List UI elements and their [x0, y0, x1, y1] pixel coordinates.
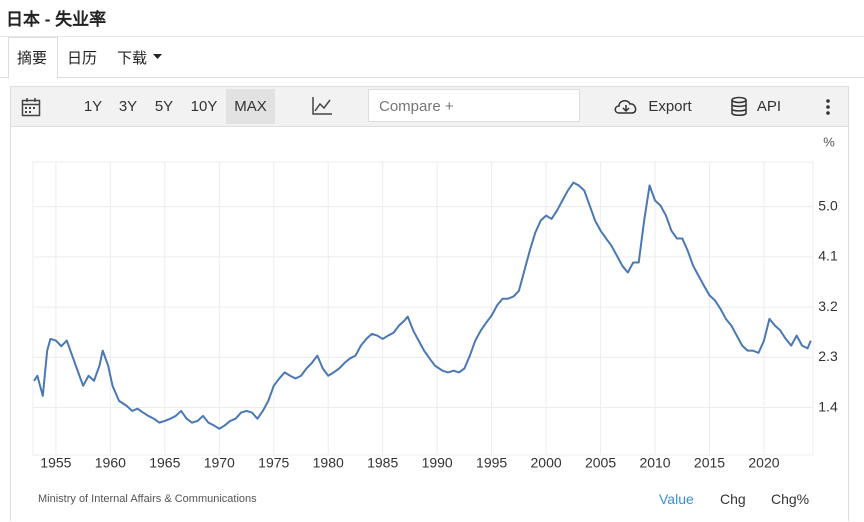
page-title: 日本 - 失业率 — [6, 10, 107, 29]
y-unit: % — [823, 134, 835, 149]
x-tick-label: 1970 — [204, 455, 235, 471]
range-button[interactable]: MAX — [234, 98, 267, 115]
x-tick-label: 2020 — [748, 455, 779, 471]
data-line — [33, 181, 812, 430]
x-tick-label: 2015 — [694, 455, 725, 471]
tab-bar: 摘要 日历 下载 — [0, 36, 864, 79]
source-note: Ministry of Internal Affairs & Communica… — [38, 493, 257, 505]
x-tick-label: 1955 — [40, 455, 71, 471]
y-tick-label: 2.3 — [818, 348, 838, 364]
x-tick-label: 1965 — [149, 455, 180, 471]
api-icon[interactable] — [730, 96, 748, 117]
range-selected-bg — [226, 89, 275, 124]
chart-panel — [10, 125, 849, 521]
view-tab[interactable]: Value — [659, 491, 694, 507]
x-tick-label: 1995 — [476, 455, 507, 471]
more-menu-icon[interactable] — [825, 98, 831, 116]
range-button[interactable]: 1Y — [83, 98, 103, 115]
y-tick-label: 4.1 — [818, 248, 838, 264]
x-tick-label: 1990 — [422, 455, 453, 471]
x-tick-label: 1960 — [95, 455, 126, 471]
api-button[interactable]: API — [756, 98, 782, 115]
y-tick-label: 1.4 — [818, 398, 838, 414]
calendar-icon[interactable] — [21, 97, 41, 117]
view-tab[interactable]: Chg% — [771, 491, 810, 507]
x-tick-label: 1980 — [313, 455, 344, 471]
chart-type-icon[interactable] — [311, 96, 333, 116]
range-button[interactable]: 3Y — [118, 98, 138, 115]
tab[interactable]: 摘要 — [17, 50, 48, 67]
x-tick-label: 2000 — [531, 455, 562, 471]
x-tick-label: 2010 — [639, 455, 670, 471]
plot-frame — [32, 161, 814, 456]
dropdown-caret — [153, 54, 162, 59]
tab-selected-box — [8, 37, 58, 79]
compare-input[interactable]: Compare + — [368, 89, 580, 122]
x-tick-label: 1985 — [367, 455, 398, 471]
range-button[interactable]: 5Y — [154, 98, 174, 115]
tab[interactable]: 下载 — [117, 50, 148, 67]
export-icon[interactable] — [613, 97, 639, 117]
tab[interactable]: 日历 — [67, 50, 98, 67]
range-button[interactable]: 10Y — [190, 98, 218, 115]
view-tab[interactable]: Chg — [720, 491, 746, 507]
toolbar: 1Y 3Y 5Y 10Y MAX Compare + Export API — [10, 86, 849, 127]
x-tick-label: 1975 — [258, 455, 289, 471]
export-button[interactable]: Export — [648, 98, 692, 115]
y-tick-label: 3.2 — [818, 298, 838, 314]
x-tick-label: 2005 — [585, 455, 616, 471]
y-tick-label: 5.0 — [818, 197, 838, 213]
